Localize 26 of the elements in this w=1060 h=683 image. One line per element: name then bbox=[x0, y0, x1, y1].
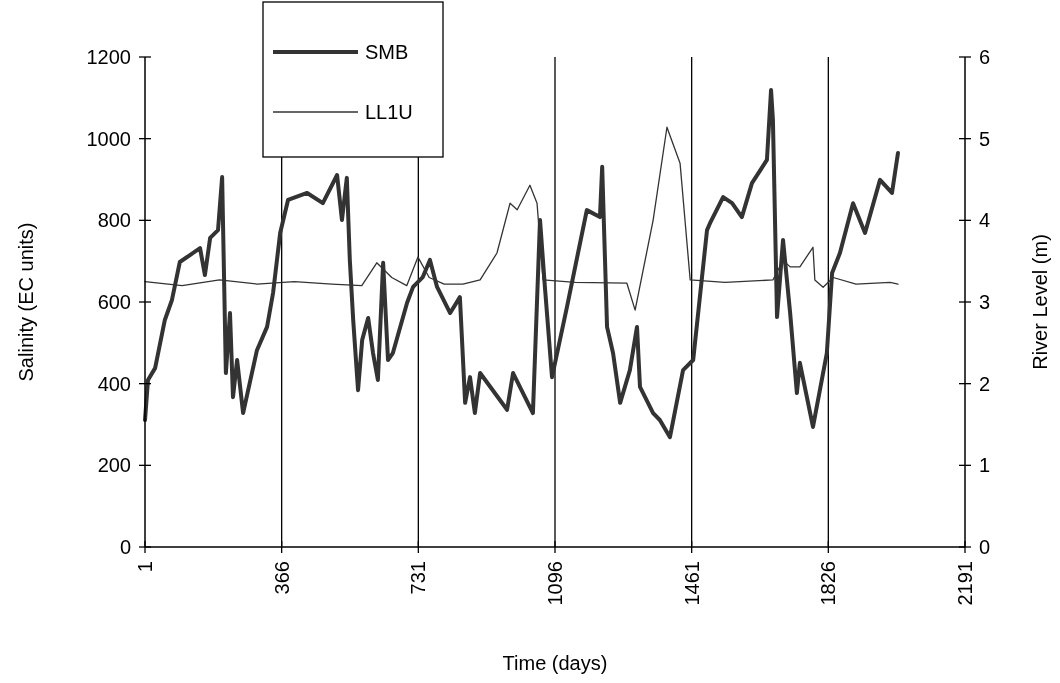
y2-tick-label: 6 bbox=[979, 46, 991, 68]
y-tick-label: 400 bbox=[97, 372, 131, 395]
x-axis-title: Time (days) bbox=[502, 652, 608, 674]
x-tick-label: 366 bbox=[270, 561, 293, 595]
y-tick-label: 800 bbox=[97, 209, 131, 232]
y-tick-label: 1000 bbox=[86, 127, 131, 150]
y-tick-label: 600 bbox=[97, 291, 131, 313]
y2-axis-title: River Level (m) bbox=[1029, 234, 1051, 370]
y2-tick-label: 5 bbox=[979, 127, 991, 150]
legend-label: SMB bbox=[365, 41, 409, 63]
x-tick-label: 731 bbox=[407, 561, 430, 595]
y-tick-label: 1200 bbox=[86, 46, 131, 68]
y-axis-title: Salinity (EC units) bbox=[15, 222, 37, 382]
y-tick-label: 0 bbox=[119, 536, 131, 558]
y-tick-label: 200 bbox=[97, 454, 131, 477]
y2-tick-label: 2 bbox=[979, 372, 991, 395]
y2-tick-label: 0 bbox=[979, 536, 991, 558]
x-tick-label: 1461 bbox=[680, 561, 703, 606]
x-tick-label: 1096 bbox=[544, 561, 566, 606]
legend-label: LL1U bbox=[365, 101, 413, 123]
x-tick-label: 1 bbox=[134, 561, 156, 573]
y2-tick-label: 4 bbox=[979, 209, 991, 232]
y2-tick-label: 3 bbox=[979, 291, 991, 313]
x-tick-label: 1826 bbox=[817, 561, 840, 606]
y2-tick-label: 1 bbox=[979, 454, 991, 477]
x-tick-label: 2191 bbox=[954, 561, 976, 606]
